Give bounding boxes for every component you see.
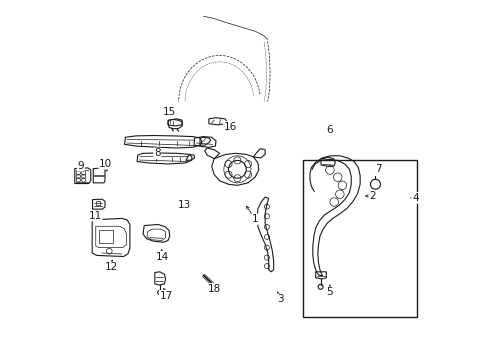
Text: 15: 15 [163,107,176,117]
Text: 10: 10 [99,159,112,169]
Text: 12: 12 [104,262,118,272]
Text: 3: 3 [276,294,283,304]
Text: 4: 4 [411,193,418,203]
Text: 11: 11 [88,211,102,221]
Text: 16: 16 [223,122,236,132]
Text: 8: 8 [154,148,160,158]
Text: 1: 1 [251,214,258,224]
Text: 7: 7 [374,164,381,174]
Bar [303,161,416,317]
Text: 2: 2 [368,191,375,201]
Text: 9: 9 [77,161,84,171]
Text: 18: 18 [207,284,221,293]
Text: 13: 13 [177,200,190,210]
Text: 14: 14 [156,252,169,261]
Text: 4: 4 [411,193,418,203]
Text: 17: 17 [159,291,172,301]
Text: 6: 6 [326,125,332,135]
Text: 5: 5 [326,287,332,297]
